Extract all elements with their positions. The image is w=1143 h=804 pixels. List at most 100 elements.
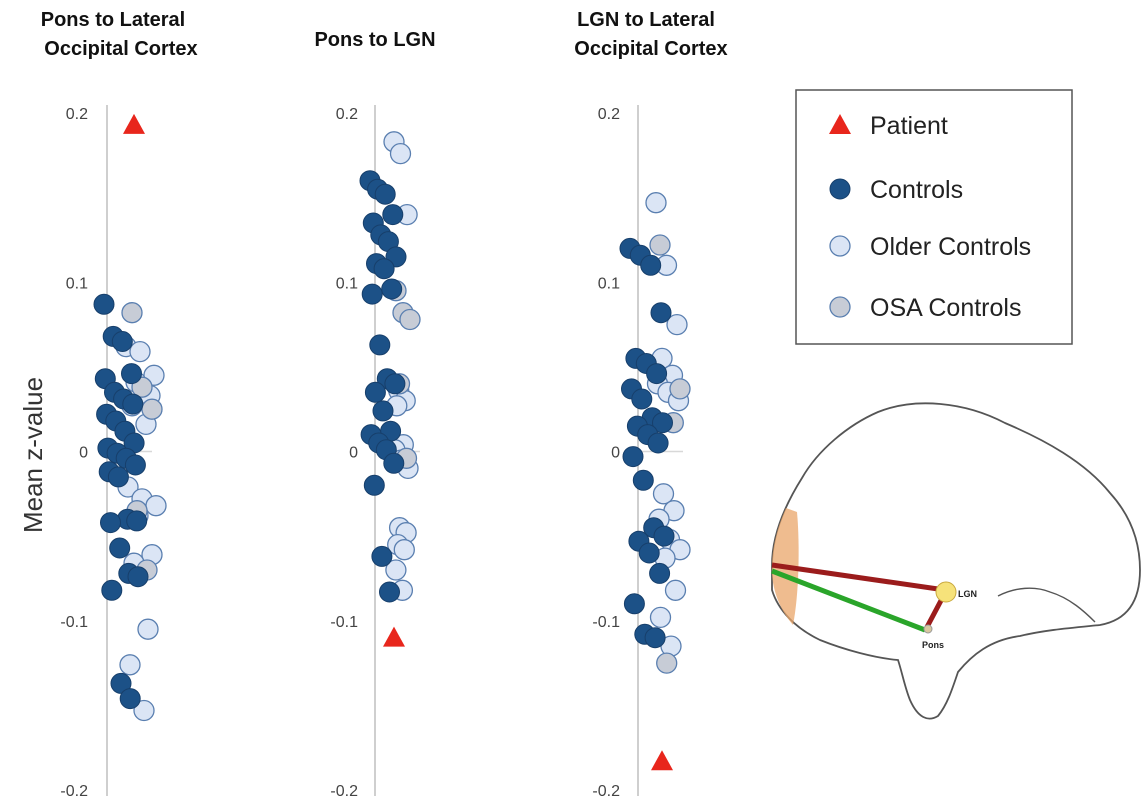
brain-inner-fold	[997, 587, 1096, 623]
panel-3-title-line-1: LGN to Lateral	[577, 9, 715, 31]
controls-point	[638, 542, 660, 564]
pons-node	[923, 624, 933, 634]
panel-pons-to-lgn: 0.2 0.1 0 -0.1 -0.2	[330, 105, 421, 800]
brain-outline	[771, 402, 1141, 720]
controls-point	[119, 688, 141, 710]
y-tick-label: 0.1	[336, 275, 358, 292]
y-tick-label: -0.1	[60, 614, 88, 631]
legend-label: OSA Controls	[870, 294, 1021, 322]
controls-point	[374, 183, 396, 205]
controls-point	[93, 293, 115, 315]
controls-point	[383, 452, 405, 474]
controls-point	[126, 510, 148, 532]
controls-point	[647, 432, 669, 454]
y-tick-label: 0	[611, 445, 620, 462]
lgn-to-occipital-pathway	[771, 562, 946, 593]
legend-older-controls-icon	[829, 235, 851, 257]
controls-point	[384, 373, 406, 395]
y-tick-label: -0.2	[592, 783, 620, 800]
controls-point	[364, 381, 386, 403]
controls-point	[649, 562, 671, 584]
older-controls-point	[652, 483, 675, 505]
controls-point	[623, 593, 645, 615]
legend-patient-icon	[829, 114, 851, 134]
controls-point	[372, 400, 394, 422]
older-controls-point	[389, 142, 412, 165]
older-controls-point	[645, 192, 667, 214]
controls-point	[100, 512, 121, 534]
controls-point	[361, 283, 383, 305]
controls-point	[110, 672, 132, 694]
y-tick-label: 0.2	[598, 106, 620, 123]
osa-controls-point	[669, 378, 691, 400]
patient-marker	[123, 113, 145, 134]
pons-label: Pons	[922, 640, 944, 650]
y-tick-label: 0.2	[336, 106, 358, 123]
y-tick-label: 0.1	[66, 275, 88, 292]
legend-label: Older Controls	[870, 233, 1031, 261]
panel-lgn-to-lateral-occipital-cortex: 0.2 0.1 0 -0.1 -0.2	[592, 105, 691, 800]
controls-point	[101, 579, 123, 601]
panel-pons-to-lateral-occipital-cortex: 0.2 0.1 0 -0.1 -0.2	[60, 105, 167, 800]
older-controls-point	[393, 539, 415, 561]
osa-controls-point	[121, 302, 143, 324]
older-controls-point	[649, 606, 672, 629]
y-tick-label: -0.2	[60, 783, 88, 800]
lgn-node	[935, 581, 957, 603]
controls-point	[363, 474, 385, 496]
controls-point	[640, 254, 662, 276]
patient-marker	[383, 626, 405, 647]
controls-point	[622, 446, 644, 468]
legend-label: Patient	[870, 112, 948, 140]
y-tick-label: 0	[79, 445, 88, 462]
older-controls-point	[119, 654, 141, 676]
controls-point	[653, 525, 675, 547]
older-controls-point	[137, 618, 159, 640]
legend-label: Controls	[870, 176, 963, 204]
panel-1-title-line-2: Occipital Cortex	[44, 38, 197, 60]
osa-controls-point	[656, 652, 678, 674]
y-tick-label: 0.2	[66, 106, 88, 123]
controls-point	[122, 393, 144, 415]
controls-point	[644, 627, 666, 649]
older-controls-point	[385, 559, 407, 581]
y-tick-label: -0.1	[330, 614, 358, 631]
controls-point	[382, 204, 404, 226]
older-controls-point	[129, 340, 151, 363]
older-controls-point	[666, 313, 688, 336]
y-tick-label: -0.1	[592, 614, 620, 631]
older-controls-point	[133, 699, 155, 722]
legend-controls-icon	[829, 178, 851, 200]
controls-point	[381, 278, 403, 300]
controls-point	[107, 466, 129, 488]
controls-point	[646, 363, 668, 385]
y-tick-label: 0	[349, 445, 358, 462]
patient-marker	[651, 750, 673, 771]
controls-point	[650, 302, 672, 324]
legend-items: Patient Controls Older Controls OSA Control…	[829, 112, 1031, 322]
controls-point	[369, 334, 391, 356]
panel-2-title: Pons to LGN	[314, 29, 435, 51]
panel-1-title-line-1: Pons to Lateral	[41, 9, 185, 31]
older-controls-point	[664, 579, 687, 601]
y-axis-label: Mean z-value	[18, 377, 48, 533]
lgn-label: LGN	[958, 589, 977, 599]
pons-to-occipital-pathway	[771, 568, 926, 633]
controls-point	[379, 581, 400, 603]
osa-controls-point	[399, 308, 421, 331]
controls-point	[652, 412, 673, 434]
controls-point	[632, 469, 654, 491]
controls-point	[109, 537, 131, 559]
controls-point	[127, 566, 149, 588]
controls-point	[121, 363, 142, 385]
older-controls-point	[145, 495, 167, 517]
legend: Patient Controls Older Controls OSA Control…	[795, 89, 1073, 345]
controls-point	[371, 545, 393, 567]
controls-point	[373, 258, 395, 280]
controls-point	[631, 388, 653, 410]
controls-point	[111, 331, 133, 352]
osa-controls-point	[649, 234, 671, 256]
osa-controls-point	[141, 398, 163, 420]
panel-3-title-line-2: Occipital Cortex	[574, 38, 727, 60]
